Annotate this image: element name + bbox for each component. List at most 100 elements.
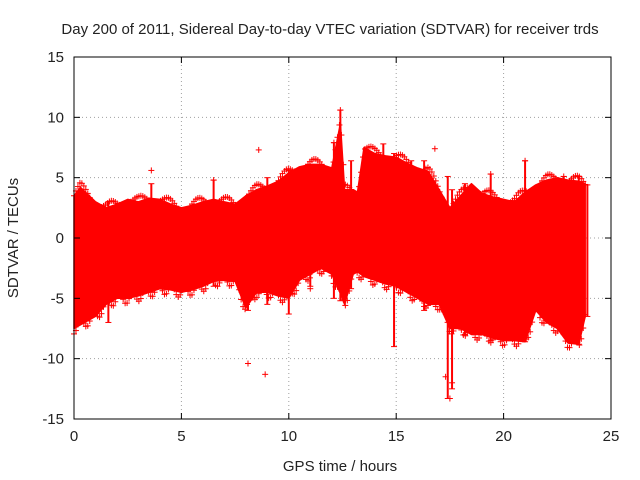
data-point-outlier <box>210 177 217 184</box>
data-point <box>314 266 321 273</box>
data-point <box>352 266 359 273</box>
data-point <box>373 276 380 283</box>
data-point <box>80 320 87 327</box>
data-point <box>537 314 544 321</box>
data-point <box>566 344 573 351</box>
data-spike <box>148 183 155 293</box>
data-point <box>428 169 435 176</box>
y-tick-label: -5 <box>51 290 64 307</box>
data-point <box>139 290 146 297</box>
data-spike <box>575 175 582 345</box>
data-point <box>185 288 192 295</box>
data-point <box>84 322 91 329</box>
data-point <box>527 328 534 335</box>
data-point <box>291 291 298 298</box>
data-point <box>426 165 433 172</box>
data-spike <box>421 160 428 311</box>
x-axis-label: GPS time / hours <box>283 458 397 475</box>
data-point <box>478 330 485 337</box>
data-point <box>326 266 333 273</box>
data-point <box>236 286 243 293</box>
data-point <box>495 333 502 340</box>
data-point <box>120 296 127 303</box>
data-point <box>312 263 319 270</box>
data-point <box>580 325 587 332</box>
data-point <box>320 268 327 275</box>
data-point <box>537 180 544 187</box>
data-point <box>183 284 190 291</box>
y-axis-label: SDTVAR / TECUs <box>5 178 22 298</box>
data-point <box>80 182 87 189</box>
data-point <box>452 196 459 203</box>
data-point <box>273 287 280 294</box>
data-point <box>533 302 540 309</box>
data-point <box>568 340 575 347</box>
data-spike <box>285 169 292 315</box>
data-point <box>580 178 587 185</box>
data-point <box>456 321 463 328</box>
data-point <box>503 337 510 344</box>
data-point <box>100 303 107 310</box>
data-point <box>88 312 95 319</box>
data-point <box>222 273 229 280</box>
data-point <box>301 272 308 279</box>
data-point <box>118 291 125 298</box>
data-point <box>507 332 514 339</box>
tick-labels: 0 5 10 15 20 25 -15 -10 -5 0 5 10 15 <box>42 49 619 445</box>
data-point <box>269 290 276 297</box>
data-point <box>204 280 211 287</box>
data-point-outlier <box>307 285 314 292</box>
data-point <box>277 173 284 180</box>
x-tick-label: 20 <box>495 428 512 445</box>
data-point <box>275 177 282 184</box>
data-point <box>363 269 370 276</box>
y-tick-label: -10 <box>42 351 64 368</box>
data-point <box>411 296 418 303</box>
data-point <box>98 310 105 317</box>
data-point <box>354 269 361 276</box>
data-point <box>440 306 447 313</box>
data-point <box>171 286 178 293</box>
data-point <box>324 263 331 270</box>
data-point <box>529 319 536 326</box>
data-point <box>379 279 386 286</box>
data-point-outlier <box>262 371 269 378</box>
data-point <box>255 290 262 297</box>
x-tick-label: 5 <box>177 428 185 445</box>
data-point <box>293 287 300 294</box>
data-point-outlier <box>560 173 567 180</box>
data-point <box>430 298 437 305</box>
x-tick-label: 15 <box>388 428 405 445</box>
axes <box>73 56 612 420</box>
x-tick-label: 25 <box>603 428 620 445</box>
data-point <box>436 188 443 195</box>
data-point-outlier <box>255 146 262 153</box>
data-point <box>86 194 93 201</box>
data-point <box>216 279 223 286</box>
data-point-outlier <box>431 145 438 152</box>
data-point <box>548 321 555 328</box>
data-point <box>407 294 414 301</box>
data-point <box>377 274 384 281</box>
data-spike <box>348 160 355 290</box>
data-spike <box>264 177 271 305</box>
data-point <box>169 282 176 289</box>
data-point <box>458 326 465 333</box>
data-point-outlier <box>244 360 251 367</box>
data-point <box>190 287 197 294</box>
data-point-outlier <box>337 107 344 114</box>
data-point <box>131 291 138 298</box>
data-point <box>267 294 274 301</box>
data-point <box>179 287 186 294</box>
data-point <box>356 183 363 190</box>
x-tick-label: 10 <box>280 428 297 445</box>
data-point <box>88 198 95 205</box>
data-point-outlier <box>148 167 155 174</box>
data-point <box>468 326 475 333</box>
data-point <box>531 308 538 315</box>
data-point <box>228 282 235 289</box>
data-point <box>110 302 117 309</box>
data-point <box>515 340 522 347</box>
data-point <box>78 316 85 323</box>
